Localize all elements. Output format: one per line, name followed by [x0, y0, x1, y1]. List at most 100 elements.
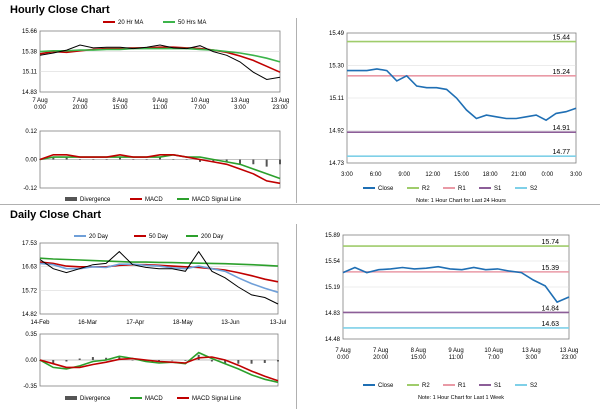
daily-20day-line: [39, 262, 279, 294]
hourly-macd-legend-swatch-0: [65, 197, 77, 201]
daily-price-x-tick-1: 16-Mar: [78, 320, 97, 326]
daily-levels-x-tick-5: 13 Aug 3:00: [522, 348, 541, 361]
hourly-price-legend-label-1: 50 Hrs MA: [178, 20, 206, 26]
hourly-divergence-bar: [105, 159, 108, 160]
hourly-levels-x-tick-8: 3:00: [570, 172, 582, 178]
daily-levels-x-tick-0: 7 Aug 0:00: [335, 348, 350, 361]
hourly-levels-legend-label-0: Close: [378, 186, 394, 192]
hourly-ma50-line: [39, 47, 281, 63]
hourly-levels-legend-label-2: R1: [458, 186, 466, 192]
daily-divergence-bar: [224, 360, 227, 364]
hourly-macd-y-tick-0: 0.12: [25, 129, 37, 135]
daily-price-y-tick-0: 17.53: [22, 241, 38, 247]
hourly-price-x-tick-2: 8 Aug 15:00: [112, 98, 128, 111]
hourly-divergence-bar: [265, 159, 268, 167]
hourly-levels-y-tick-3: 14.92: [329, 129, 345, 135]
daily-macd-signal-line: [39, 356, 279, 382]
daily-levels-y-tick-4: 14.48: [325, 337, 341, 343]
hourly-divergence-bar: [52, 157, 55, 160]
daily-divergence-bar: [105, 357, 108, 360]
daily-divergence-bar: [263, 360, 266, 363]
hourly-price-legend-label-0: 20 Hr MA: [118, 20, 143, 26]
daily-divergence-bar: [52, 360, 55, 364]
hourly-price-y-tick-0: 15.66: [22, 29, 38, 35]
hourly-divergence-bar: [185, 159, 188, 160]
hourly-levels-y-tick-1: 15.30: [329, 64, 345, 70]
hourly-price-y-tick-1: 15.38: [22, 49, 38, 55]
daily-level-r1-label: 15.39: [541, 265, 559, 272]
daily-levels-y-tick-3: 14.83: [325, 311, 341, 317]
daily-price-y-tick-2: 15.72: [22, 288, 38, 294]
daily-price-y-tick-1: 16.63: [22, 265, 38, 271]
hourly-levels-x-tick-7: 0:00: [542, 172, 554, 178]
hourly-close-line: [347, 68, 577, 122]
hourly-divergence-bar: [79, 159, 81, 160]
section-divider: [0, 204, 600, 205]
daily-macd-legend-label-0: Divergence: [80, 396, 111, 402]
hourly-divergence-bar: [39, 159, 41, 160]
hourly-levels-y-tick-2: 15.11: [329, 96, 344, 102]
hourly-section-title: Hourly Close Chart: [10, 4, 110, 16]
daily-levels-x-tick-4: 10 Aug 7:00: [484, 348, 503, 361]
hourly-divergence-bar: [279, 159, 281, 165]
daily-levels-y-tick-2: 15.19: [325, 285, 341, 291]
daily-macd-legend-label-1: MACD: [145, 396, 163, 402]
daily-levels-x-tick-6: 13 Aug 23:00: [560, 348, 579, 361]
column-divider-bottom: [296, 224, 297, 409]
hourly-price-x-tick-4: 10 Aug 7:00: [191, 98, 210, 111]
daily-macd-y-tick-2: -0.35: [23, 384, 37, 390]
daily-macd-y-tick-1: 0.00: [25, 358, 37, 364]
daily-divergence-bar: [237, 360, 240, 364]
daily-divergence-bar: [65, 360, 68, 362]
hourly-divergence-bar: [172, 159, 175, 160]
hourly-divergence-bar: [199, 159, 201, 162]
daily-close-line: [342, 265, 570, 304]
daily-divergence-bar: [171, 360, 174, 361]
daily-levels-legend-label-2: R1: [458, 383, 466, 389]
daily-levels-legend-label-3: S1: [494, 383, 502, 389]
hourly-macd-legend-label-1: MACD: [145, 197, 163, 203]
daily-levels-legend-label-0: Close: [378, 383, 394, 389]
hourly-levels-x-tick-6: 21:00: [511, 172, 527, 178]
hourly-divergence-bar: [119, 157, 121, 160]
daily-price-x-tick-3: 18-May: [173, 320, 193, 326]
hourly-levels-legend-label-4: S2: [530, 186, 538, 192]
hourly-level-r1-label: 15.24: [552, 69, 570, 76]
daily-divergence-bar: [250, 360, 253, 364]
hourly-divergence-bar: [225, 159, 228, 162]
hourly-divergence-bar: [145, 159, 148, 160]
daily-price-legend-label-1: 50 Day: [149, 234, 168, 240]
daily-price-legend-label-2: 200 Day: [201, 234, 223, 240]
hourly-divergence-bar: [212, 159, 215, 162]
hourly-divergence-bar: [159, 157, 161, 160]
hourly-price-y-tick-2: 15.11: [22, 70, 37, 76]
daily-divergence-bar: [184, 360, 187, 361]
hourly-macd-y-tick-2: -0.12: [23, 186, 37, 192]
hourly-macd-legend-label-2: MACD Signal Line: [192, 197, 242, 203]
daily-200day-line: [39, 257, 279, 267]
daily-divergence-bar: [277, 360, 279, 362]
hourly-levels-x-tick-3: 12:00: [425, 172, 441, 178]
daily-level-s1-label: 14.84: [541, 305, 559, 312]
daily-levels-y-tick-1: 15.54: [325, 259, 341, 265]
hourly-price-x-tick-0: 7 Aug 0:00: [32, 98, 47, 111]
daily-levels-x-tick-1: 7 Aug 20:00: [373, 348, 389, 361]
hourly-levels-x-tick-5: 18:00: [483, 172, 499, 178]
hourly-divergence-bar: [252, 159, 255, 165]
daily-divergence-bar: [131, 360, 134, 361]
daily-divergence-bar: [78, 358, 81, 360]
daily-level-r2-label: 15.74: [541, 239, 559, 246]
hourly-levels-x-tick-2: 9:00: [398, 172, 410, 178]
daily-levels-y-tick-0: 15.89: [325, 233, 341, 239]
hourly-levels-legend-label-1: R2: [422, 186, 430, 192]
hourly-price-x-tick-1: 7 Aug 20:00: [72, 98, 88, 111]
hourly-levels-x-tick-0: 3:00: [341, 172, 353, 178]
daily-price-x-tick-4: 13-Jun: [221, 320, 239, 326]
daily-price-legend-label-0: 20 Day: [89, 234, 108, 240]
daily-price-x-tick-5: 13-Jul: [270, 320, 286, 326]
daily-price-plot-frame: [39, 242, 279, 315]
hourly-levels-legend-label-3: S1: [494, 186, 502, 192]
column-divider-top: [296, 18, 297, 203]
hourly-divergence-bar: [65, 157, 68, 160]
daily-divergence-bar: [210, 360, 213, 362]
